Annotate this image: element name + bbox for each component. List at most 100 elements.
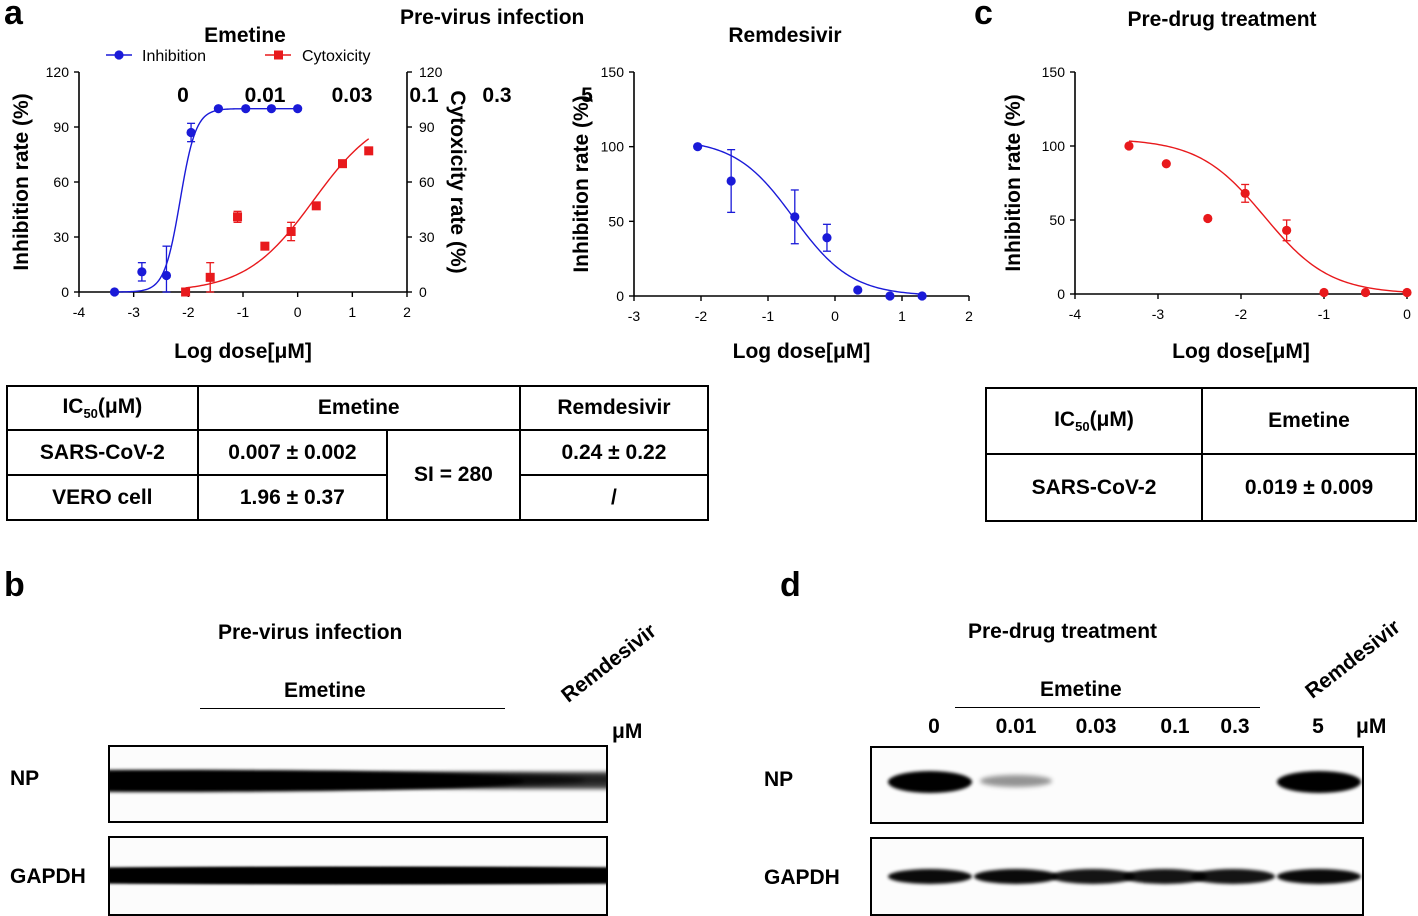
- emetine-dose-response-chart: Emetine-4 -3 -2 -1 0 1 203060901200306090120Cy…: [10, 24, 469, 363]
- blot-d-gapdh-membrane: [870, 837, 1364, 916]
- data-point: [1319, 287, 1329, 298]
- data-point: [311, 201, 321, 211]
- y2-axis-label: Cytoxicity rate (%): [446, 90, 469, 273]
- dose-label: 5: [1312, 715, 1324, 738]
- data-point: [186, 127, 196, 138]
- table-a-remdesivir-header: Remdesivir: [518, 385, 710, 431]
- data-point: [205, 272, 215, 282]
- y-axis-label: Inhibition rate (%): [10, 93, 33, 270]
- dose-label: 5: [581, 84, 593, 107]
- data-point: [885, 291, 895, 301]
- blot-b-remdesivir-label: Remdesivir: [557, 619, 661, 708]
- fit-curve-1: [185, 138, 370, 289]
- x-tick-label: 0: [1403, 306, 1411, 322]
- x-tick-label: 2: [403, 304, 411, 320]
- table-a-si: SI = 280: [386, 429, 521, 521]
- dose-label: 0.03: [331, 84, 373, 107]
- legend-label: Cytoxicity: [302, 48, 370, 65]
- pre-drug-treatment-chart: Pre-drug treatment -4 -3 -2 -1 0 0 50 100 150 Log …: [1002, 8, 1412, 363]
- dose-label: 0.3: [1220, 715, 1250, 738]
- data-point: [266, 104, 277, 114]
- y-tick-label: 50: [1049, 212, 1065, 228]
- gapdh-band: [888, 869, 972, 885]
- data-point: [241, 104, 251, 114]
- ic50-table-a: IC50(μM) Emetine Remdesivir SARS-CoV-2 0…: [6, 385, 710, 521]
- x-tick-label: -3: [127, 304, 140, 320]
- y-axis-label: Inhibition rate (%): [1002, 94, 1025, 271]
- header-pre-virus-infection: Pre-virus infection: [400, 6, 585, 29]
- y-tick-label: 150: [1042, 64, 1066, 80]
- y2-tick-label: 120: [419, 64, 443, 80]
- blot-b-group-underline: [200, 708, 505, 709]
- data-point: [726, 176, 736, 186]
- y-tick-label: 150: [601, 64, 625, 80]
- x-axis-label: Log dose[μM]: [733, 340, 871, 363]
- legend-marker: [114, 50, 124, 60]
- y-tick-label: 60: [53, 174, 69, 190]
- x-axis-label: Log dose[μM]: [1172, 340, 1310, 363]
- blot-d-remdesivir-label: Remdesivir: [1301, 615, 1405, 704]
- dose-label: 0: [928, 715, 940, 738]
- table-c-row1-emetine: 0.019 ± 0.009: [1201, 453, 1417, 522]
- blot-d-unit: μM: [1356, 715, 1387, 738]
- legend-label: Inhibition: [142, 48, 206, 65]
- gapdh-band: [974, 869, 1058, 885]
- y-tick-label: 100: [601, 139, 625, 155]
- table-a-row1-remdesivir: 0.24 ± 0.22: [518, 429, 710, 476]
- data-point: [790, 212, 800, 222]
- dose-label: 0.3: [482, 84, 512, 107]
- y2-tick-label: 30: [419, 229, 435, 245]
- data-point: [853, 285, 863, 295]
- blot-d-group-label: Emetine: [1040, 678, 1122, 701]
- data-point: [822, 233, 832, 243]
- np-band: [226, 771, 606, 790]
- data-point: [1240, 188, 1250, 198]
- x-tick-label: -4: [1069, 306, 1082, 322]
- data-point: [181, 287, 191, 297]
- data-point: [1203, 213, 1213, 224]
- dose-label: 0.1: [1160, 715, 1190, 738]
- blot-d-gapdh-label: GAPDH: [764, 866, 840, 889]
- x-tick-label: 0: [831, 308, 839, 324]
- np-band: [979, 774, 1053, 787]
- x-tick-label: -3: [1152, 306, 1165, 322]
- gapdh-band: [1191, 869, 1275, 885]
- x-tick-label: 0: [294, 304, 302, 320]
- x-tick-label: 1: [348, 304, 356, 320]
- x-tick-label: -2: [182, 304, 195, 320]
- gapdh-band: [1277, 869, 1361, 885]
- panel-label-c: c: [974, 0, 993, 32]
- x-tick-label: -2: [695, 308, 708, 324]
- chart-title: Pre-drug treatment: [1127, 8, 1316, 31]
- x-axis-label: Log dose[μM]: [174, 340, 312, 363]
- y-tick-label: 50: [608, 213, 624, 229]
- data-point: [233, 212, 243, 222]
- data-point: [293, 104, 303, 114]
- gapdh-band: [1051, 869, 1135, 885]
- y-tick-label: 0: [1057, 286, 1065, 302]
- data-point: [1161, 159, 1171, 169]
- np-band: [1277, 771, 1361, 793]
- np-band: [888, 771, 972, 793]
- blot-d-np-membrane: [870, 746, 1364, 824]
- y-tick-label: 0: [616, 288, 624, 304]
- remdesivir-dose-response-chart: Remdesivir -3 -2 -1 0 1 2 0 50 100 150 Log dose[μM]…: [570, 24, 973, 363]
- y-tick-label: 0: [61, 284, 69, 300]
- blot-b-np-label: NP: [10, 767, 40, 790]
- x-tick-label: -1: [762, 308, 775, 324]
- table-a-row2-label: VERO cell: [6, 474, 199, 521]
- blot-b-unit: μM: [612, 720, 643, 743]
- data-point: [337, 159, 347, 169]
- legend-marker: [274, 50, 283, 60]
- data-point: [917, 291, 927, 301]
- table-a-row1-label: SARS-CoV-2: [6, 429, 199, 476]
- x-tick-label: -1: [237, 304, 250, 320]
- ic50-table-c: IC50(μM) Emetine SARS-CoV-2 0.019 ± 0.00…: [985, 387, 1417, 522]
- blot-b-group-label: Emetine: [284, 679, 366, 702]
- x-tick-label: 2: [965, 308, 973, 324]
- panel-label-b: b: [4, 566, 25, 604]
- data-point: [109, 287, 120, 297]
- table-c-emetine-header: Emetine: [1201, 387, 1417, 455]
- panel-label-d: d: [780, 566, 801, 604]
- dose-label: 0.03: [1075, 715, 1117, 738]
